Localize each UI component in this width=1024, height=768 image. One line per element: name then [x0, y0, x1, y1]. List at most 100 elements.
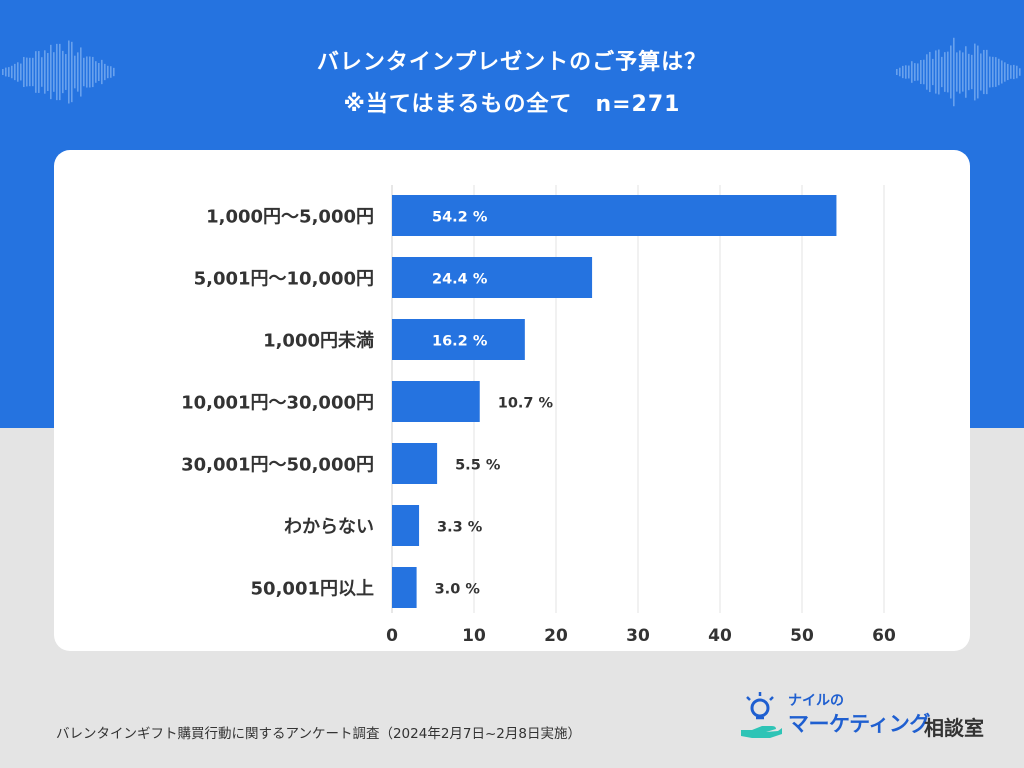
- value-label: 3.3 %: [437, 520, 483, 536]
- wave-bar: [1004, 62, 1006, 82]
- category-label: わからない: [284, 517, 374, 538]
- bar: [392, 257, 593, 298]
- wave-bar: [89, 56, 91, 88]
- wave-bar: [944, 52, 946, 92]
- wave-bar: [908, 65, 910, 79]
- wave-bar: [59, 43, 61, 101]
- brand-logo: ナイルの マーケティング 相談室: [738, 688, 1008, 748]
- wave-bar: [923, 59, 925, 85]
- category-label: 50,001円以上: [251, 579, 374, 600]
- wave-bar: [35, 51, 37, 93]
- wave-bar: [77, 52, 79, 92]
- wave-bar: [68, 40, 70, 104]
- bar: [392, 567, 417, 608]
- wave-bar: [905, 65, 907, 79]
- value-label: 54.2 %: [432, 210, 488, 226]
- wave-bar: [947, 51, 949, 93]
- value-label: 24.4 %: [432, 272, 488, 288]
- wave-bar: [71, 41, 73, 103]
- wave-bar: [920, 60, 922, 84]
- wave-bar: [971, 54, 973, 90]
- x-tick-label: 40: [708, 626, 732, 646]
- wave-bar: [965, 46, 967, 98]
- wave-bar: [101, 59, 103, 85]
- wave-bar: [914, 63, 916, 81]
- wave-bar: [1016, 65, 1018, 79]
- wave-bar: [917, 63, 919, 81]
- wave-bar: [896, 69, 898, 75]
- wave-bar: [995, 57, 997, 87]
- wave-bar: [962, 52, 964, 92]
- wave-bar: [998, 58, 1000, 86]
- wave-bar: [80, 47, 82, 97]
- wave-bar: [20, 63, 22, 81]
- wave-bar: [74, 55, 76, 89]
- wave-bar: [1019, 68, 1021, 76]
- x-tick-label: 30: [626, 626, 650, 646]
- wave-bar: [899, 67, 901, 77]
- wave-bar: [41, 57, 43, 87]
- wave-bar: [992, 56, 994, 88]
- value-label: 10.7 %: [498, 396, 554, 412]
- bar: [392, 195, 837, 236]
- wave-bar: [2, 69, 4, 75]
- wave-bar: [50, 44, 52, 100]
- wave-bar: [29, 57, 31, 87]
- wave-bar: [5, 67, 7, 77]
- lightbulb-hand-icon: [741, 692, 782, 738]
- wave-bar: [989, 56, 991, 88]
- category-label: 5,001円～10,000円: [194, 269, 374, 290]
- wave-bar: [938, 49, 940, 95]
- category-label: 1,000円未満: [263, 330, 374, 352]
- wave-bar: [26, 57, 28, 87]
- sound-wave-right-decoration: [896, 37, 1021, 107]
- sound-wave-left-decoration: [2, 40, 115, 104]
- wave-bar: [17, 62, 19, 82]
- wave-bar: [1010, 65, 1012, 79]
- category-label: 10,001円～30,000円: [181, 393, 374, 414]
- bar: [392, 505, 420, 546]
- wave-bar: [941, 56, 943, 88]
- logo-small-text: ナイルの: [788, 693, 844, 709]
- chart-subtitle: ※当てはまるもの全て n=271: [343, 92, 681, 117]
- wave-bar: [47, 52, 49, 92]
- wave-bar: [11, 65, 13, 79]
- bar-chart: 0 10 20 30 40 50 60 1,000円～5,000円 54.2 % 5,001円～1…: [181, 185, 896, 646]
- bar: [392, 319, 525, 360]
- wave-bar: [23, 56, 25, 88]
- wave-bar: [974, 43, 976, 101]
- value-label: 16.2 %: [432, 334, 488, 350]
- wave-bar: [986, 49, 988, 95]
- wave-bar: [56, 43, 58, 101]
- wave-bar: [83, 57, 85, 87]
- wave-bar: [86, 56, 88, 88]
- x-tick-label: 50: [790, 626, 814, 646]
- wave-bar: [959, 50, 961, 94]
- wave-bar: [113, 67, 115, 77]
- wave-bar: [104, 63, 106, 81]
- wave-bar: [950, 45, 952, 99]
- value-label: 3.0 %: [435, 582, 481, 598]
- wave-bar: [14, 63, 16, 81]
- wave-bar: [8, 67, 10, 77]
- survey-source-note: バレンタインギフト購買行動に関するアンケート調査（2024年2月7日~2月8日実…: [56, 726, 581, 742]
- wave-bar: [932, 58, 934, 86]
- chart-card: 0 10 20 30 40 50 60 1,000円～5,000円 54.2 % 5,001円～1…: [54, 150, 970, 651]
- x-tick-label: 10: [462, 626, 486, 646]
- category-label: 1,000円～5,000円: [206, 207, 374, 228]
- category-label: 30,001円～50,000円: [181, 455, 374, 476]
- wave-bar: [53, 52, 55, 92]
- wave-bar: [92, 56, 94, 88]
- x-tick-label: 0: [386, 626, 398, 646]
- wave-bar: [1001, 60, 1003, 84]
- wave-bar: [983, 49, 985, 95]
- wave-bar: [935, 50, 937, 94]
- value-label: 5.5 %: [455, 458, 501, 474]
- wave-bar: [911, 61, 913, 83]
- wave-bar: [65, 54, 67, 90]
- wave-bar: [956, 52, 958, 92]
- bar: [392, 443, 438, 484]
- wave-bar: [98, 62, 100, 82]
- x-tick-label: 20: [544, 626, 568, 646]
- wave-bar: [1007, 63, 1009, 81]
